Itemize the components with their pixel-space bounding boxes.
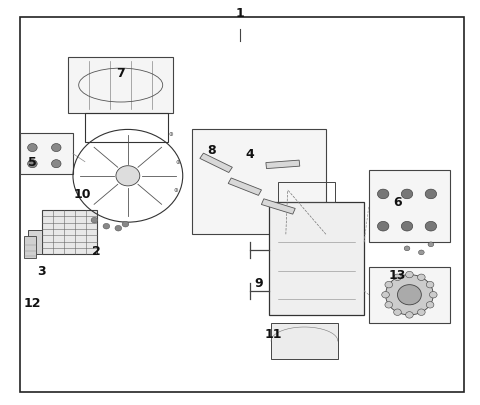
- Bar: [68, 58, 173, 114]
- Bar: [369, 267, 450, 323]
- Circle shape: [425, 190, 437, 199]
- Circle shape: [394, 274, 401, 281]
- Text: 1: 1: [236, 7, 244, 20]
- Circle shape: [385, 282, 393, 288]
- Text: 2: 2: [93, 244, 101, 257]
- Circle shape: [116, 166, 140, 186]
- Bar: [271, 323, 338, 359]
- Circle shape: [406, 272, 413, 278]
- Circle shape: [425, 222, 437, 232]
- Circle shape: [28, 144, 37, 152]
- Circle shape: [28, 160, 37, 168]
- Bar: [24, 237, 36, 259]
- Text: 13: 13: [389, 269, 406, 281]
- Text: 5: 5: [28, 156, 37, 169]
- Circle shape: [377, 190, 389, 199]
- Text: ⊕: ⊕: [173, 188, 178, 193]
- Bar: [85, 114, 168, 142]
- Circle shape: [122, 222, 129, 228]
- Bar: [262, 199, 295, 215]
- Circle shape: [397, 285, 421, 305]
- Circle shape: [385, 302, 393, 308]
- Circle shape: [51, 144, 61, 152]
- Text: 9: 9: [255, 277, 264, 290]
- Bar: [228, 179, 262, 196]
- Circle shape: [401, 222, 413, 232]
- Circle shape: [401, 190, 413, 199]
- Text: 8: 8: [207, 144, 216, 157]
- Circle shape: [406, 312, 413, 318]
- Text: 12: 12: [24, 296, 41, 309]
- Circle shape: [426, 282, 434, 288]
- Text: 6: 6: [393, 196, 402, 209]
- Bar: [21, 134, 73, 174]
- Circle shape: [428, 242, 434, 247]
- Circle shape: [394, 309, 401, 315]
- Circle shape: [382, 292, 389, 298]
- Circle shape: [418, 274, 425, 281]
- Circle shape: [426, 302, 434, 308]
- Bar: [266, 161, 300, 169]
- Circle shape: [103, 224, 110, 230]
- Circle shape: [419, 250, 424, 255]
- Circle shape: [418, 309, 425, 315]
- Circle shape: [385, 275, 433, 315]
- Circle shape: [51, 160, 61, 168]
- Text: 7: 7: [116, 67, 125, 80]
- Circle shape: [91, 218, 98, 224]
- Text: ⊕: ⊕: [168, 132, 173, 136]
- Circle shape: [377, 222, 389, 232]
- Text: 10: 10: [74, 188, 91, 201]
- Bar: [200, 154, 232, 173]
- Circle shape: [115, 226, 121, 232]
- Bar: [192, 130, 326, 234]
- Text: 3: 3: [37, 264, 46, 277]
- Bar: [369, 171, 450, 243]
- Bar: [269, 202, 364, 315]
- Bar: [278, 182, 336, 202]
- Bar: [28, 231, 42, 255]
- Circle shape: [430, 292, 437, 298]
- Circle shape: [404, 246, 410, 251]
- Text: ⊕: ⊕: [176, 160, 180, 165]
- Text: 11: 11: [264, 327, 282, 340]
- Bar: [42, 211, 97, 255]
- Text: 4: 4: [245, 148, 254, 161]
